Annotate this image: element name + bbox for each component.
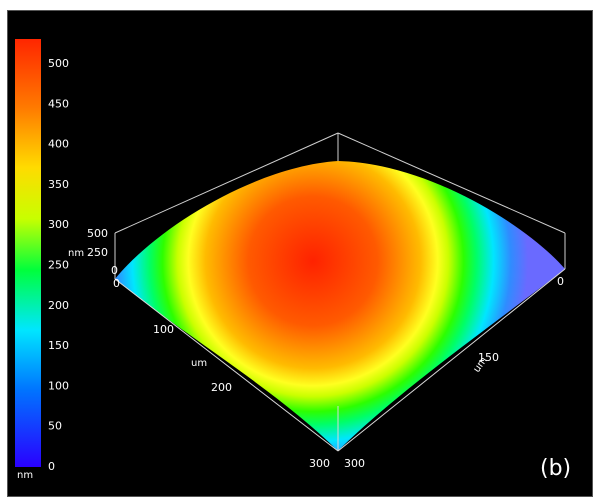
colorbar-tick-label: 400 bbox=[48, 138, 69, 151]
dome-surface bbox=[115, 161, 565, 451]
panel-label: (b) bbox=[540, 456, 571, 481]
z-axis-tick-label: 0 bbox=[111, 264, 118, 277]
colorbar-tick-label: 100 bbox=[48, 379, 69, 392]
left-axis-tick-label: 200 bbox=[211, 381, 232, 394]
left-axis-tick-label: 100 bbox=[153, 323, 174, 336]
right-axis-tick-labels: 0 150 300 bbox=[344, 275, 564, 470]
z-axis-tick-label: 250 bbox=[87, 246, 108, 259]
surface-plot: 0 50 100 150 200 250 300 350 400 450 500 nm 500 250… bbox=[15, 39, 571, 481]
colorbar-tick-label: 50 bbox=[48, 420, 62, 433]
colorbar-tick-labels: 0 50 100 150 200 250 300 350 400 450 500 bbox=[48, 57, 69, 473]
right-axis-tick-label: 150 bbox=[478, 351, 499, 364]
colorbar-tick-label: 150 bbox=[48, 339, 69, 352]
colorbar-tick-label: 0 bbox=[48, 460, 55, 473]
colorbar-unit: nm bbox=[17, 470, 33, 481]
colorbar-tick-label: 300 bbox=[48, 218, 69, 231]
left-axis-tick-labels: 0 100 200 300 bbox=[113, 277, 330, 470]
colorbar-tick-label: 250 bbox=[48, 259, 69, 272]
left-axis-unit: um bbox=[191, 358, 207, 369]
colorbar bbox=[15, 39, 41, 467]
z-axis-unit: nm bbox=[68, 248, 84, 259]
colorbar-tick-label: 450 bbox=[48, 97, 69, 110]
bounding-box bbox=[114, 132, 566, 279]
right-axis-tick-label: 0 bbox=[557, 275, 564, 288]
z-axis-tick-label: 500 bbox=[87, 227, 108, 240]
colorbar-tick-label: 500 bbox=[48, 57, 69, 70]
colorbar-tick-label: 200 bbox=[48, 299, 69, 312]
right-axis-tick-label: 300 bbox=[344, 457, 365, 470]
base-edges bbox=[114, 268, 566, 452]
left-axis-tick-label: 300 bbox=[309, 457, 330, 470]
colorbar-tick-label: 350 bbox=[48, 178, 69, 191]
left-axis-tick-label: 0 bbox=[113, 277, 120, 290]
afm-figure: 0 50 100 150 200 250 300 350 400 450 500 nm 500 250… bbox=[7, 10, 593, 497]
